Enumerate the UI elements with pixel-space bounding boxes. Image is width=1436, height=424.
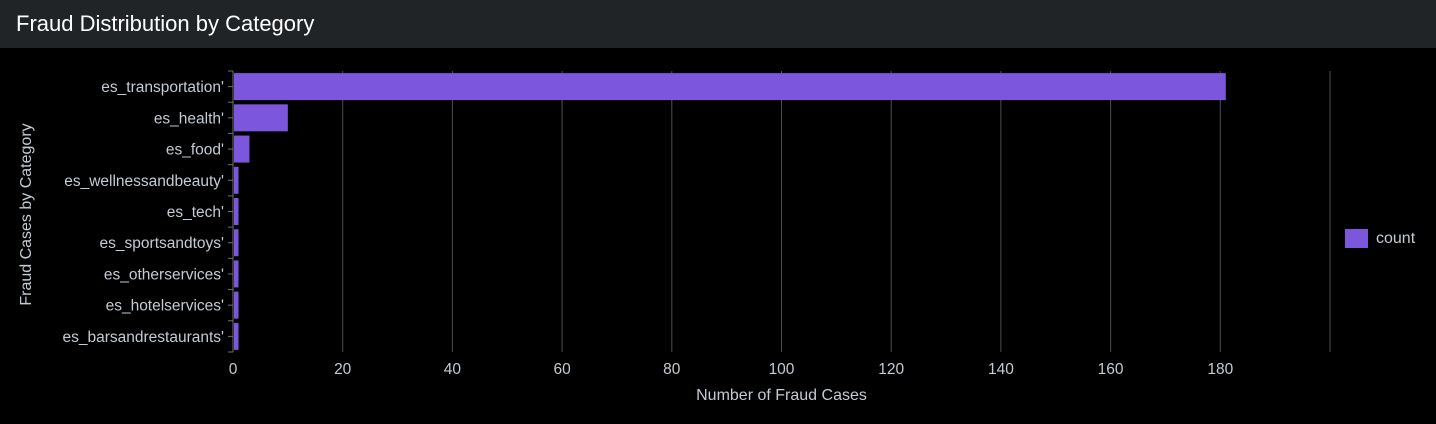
panel-header: Fraud Distribution by Category: [0, 0, 1436, 48]
panel-title: Fraud Distribution by Category: [16, 11, 315, 36]
bars: [234, 73, 1226, 350]
bar[interactable]: [234, 322, 239, 350]
y-tick-label: es_transportation': [101, 79, 224, 96]
x-tick-label: 40: [444, 361, 462, 378]
x-tick-label: 140: [988, 361, 1014, 378]
bar[interactable]: [234, 229, 239, 257]
legend[interactable]: count: [1345, 229, 1415, 248]
bar[interactable]: [234, 73, 1226, 101]
bar[interactable]: [234, 260, 239, 288]
y-tick-label: es_sportsandtoys': [100, 235, 224, 252]
x-tick-label: 0: [229, 361, 238, 378]
y-tick-label: es_barsandrestaurants': [62, 329, 224, 346]
x-tick-label: 120: [878, 361, 904, 378]
legend-swatch: [1345, 229, 1368, 248]
bar[interactable]: [234, 104, 288, 132]
legend-label: count: [1376, 229, 1416, 247]
y-tick-label: es_tech': [167, 204, 224, 221]
bar[interactable]: [234, 166, 239, 194]
x-axis-title: Number of Fraud Cases: [696, 387, 867, 404]
y-tick-label: es_otherservices': [104, 266, 224, 283]
y-axis-title: Fraud Cases by Category: [18, 123, 35, 305]
y-tick-label: es_health': [154, 110, 224, 127]
bar[interactable]: [234, 198, 239, 225]
axes: [228, 70, 234, 353]
y-tick-label: es_wellnessandbeauty': [64, 173, 224, 190]
y-tick-label: es_food': [166, 142, 224, 159]
bar[interactable]: [234, 135, 250, 163]
x-tick-label: 180: [1207, 361, 1233, 378]
bar[interactable]: [234, 291, 239, 319]
x-tick-label: 100: [769, 361, 795, 378]
y-tick-label: es_hotelservices': [106, 298, 224, 315]
gridlines: [342, 71, 1331, 352]
x-tick-label: 80: [663, 361, 681, 378]
x-tick-label: 60: [553, 361, 571, 378]
tick-labels: 0 20 40 60 80 100 120 140 160 180 es_transportatio…: [62, 79, 1233, 378]
x-tick-label: 160: [1098, 361, 1124, 378]
x-tick-label: 20: [334, 361, 352, 378]
